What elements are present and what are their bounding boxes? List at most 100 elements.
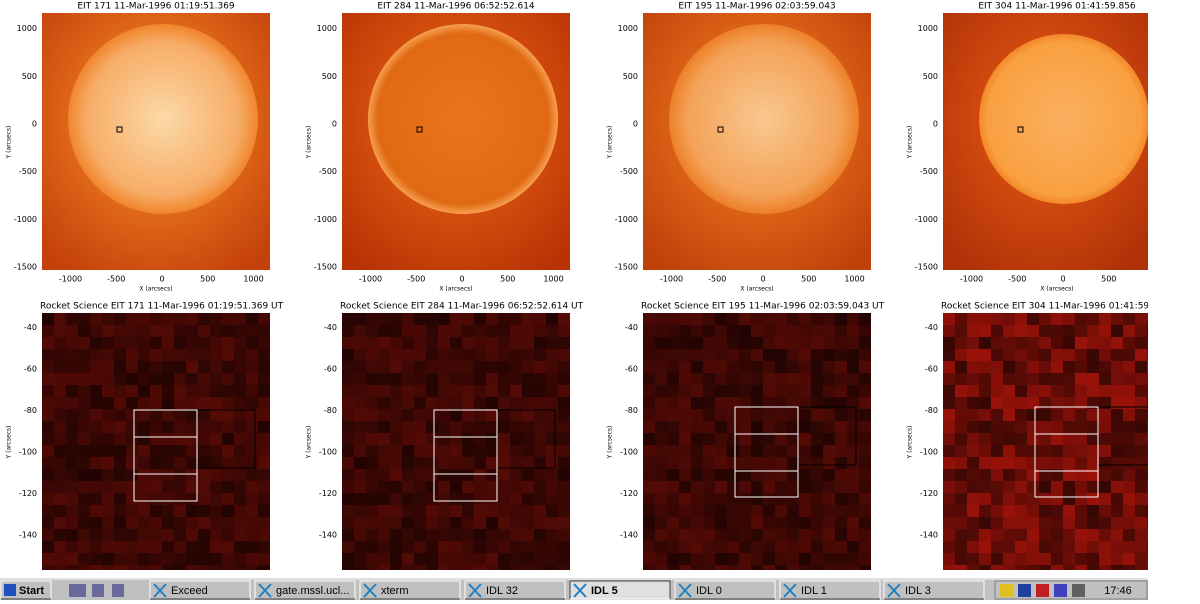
zoom-pixel [126,337,138,349]
zoom-pixel [90,457,102,469]
quick-launch-icon[interactable] [92,584,104,597]
zoom-pixel [210,361,222,373]
zoom-pixel [955,325,967,337]
zoom-pixel [498,529,510,541]
zoom-pixel [775,385,787,397]
zoom-pixel [679,313,691,325]
panel-title: EIT 171 11-Mar-1996 01:19:51.369 [77,2,235,12]
zoom-pixel [378,505,390,517]
zoom-pixel [522,445,534,457]
zoom-pixel [1075,469,1087,481]
task-label[interactable]: xterm [381,585,409,597]
task-label[interactable]: gate.mssl.ucl... [276,585,349,597]
y-tick-label: -60 [324,365,337,374]
zoom-pixel [78,445,90,457]
tray-icon[interactable] [1072,584,1085,597]
zoom-pixel [558,325,570,337]
x-tick-label: 0 [159,275,164,284]
zoom-pixel [438,385,450,397]
zoom-pixel [42,457,54,469]
zoom-pixel [835,361,847,373]
zoom-pixel [258,337,270,349]
zoom-pixel [835,565,847,570]
zoom-pixel [546,481,558,493]
zoom-pixel [811,349,823,361]
zoom-pixel [1051,409,1063,421]
zoom-pixel [811,433,823,445]
zoom-pixel [811,553,823,565]
zoom-pixel [727,421,739,433]
zoom-pixel [1003,445,1015,457]
start-label[interactable]: Start [19,585,44,597]
zoom-pixel [1123,325,1135,337]
zoom-pixel [643,517,655,529]
zoom-pixel [402,409,414,421]
zoom-pixel [991,337,1003,349]
zoom-pixel [534,421,546,433]
zoom-pixel [90,409,102,421]
zoom-pixel [727,517,739,529]
zoom-pixel [667,313,679,325]
tray-icon[interactable] [1000,584,1013,597]
zoom-pixel [246,529,258,541]
zoom-pixel [258,505,270,517]
zoom-pixel [1027,565,1039,570]
zoom-pixel [402,469,414,481]
zoom-pixel [354,385,366,397]
zoom-pixel [1027,457,1039,469]
zoom-pixel [787,373,799,385]
zoom-pixel [1147,541,1148,553]
zoom-pixel [1015,349,1027,361]
zoom-pixel [558,541,570,553]
zoom-pixel [1003,565,1015,570]
zoom-pixel [558,397,570,409]
zoom-pixel [1075,385,1087,397]
clock: 17:46 [1104,585,1132,597]
zoom-pixel [522,397,534,409]
zoom-pixel [1015,505,1027,517]
zoom-pixel [402,541,414,553]
y-tick-label: -60 [24,365,37,374]
zoom-pixel [739,517,751,529]
zoom-pixel [426,565,438,570]
zoom-pixel [498,469,510,481]
zoom-pixel [186,493,198,505]
zoom-pixel [462,361,474,373]
zoom-pixel [138,361,150,373]
zoom-pixel [859,529,871,541]
zoom-pixel [498,493,510,505]
zoom-pixel [114,409,126,421]
task-label[interactable]: IDL 1 [801,585,827,597]
zoom-pixel [438,325,450,337]
zoom-pixel [763,529,775,541]
tray-icon[interactable] [1054,584,1067,597]
task-label[interactable]: IDL 0 [696,585,722,597]
zoom-pixel [198,325,210,337]
zoom-pixel [546,385,558,397]
quick-launch-icon[interactable] [69,584,86,597]
zoom-pixel [354,505,366,517]
zoom-pixel [859,481,871,493]
tray-icon[interactable] [1018,584,1031,597]
panel-title: Rocket Science EIT 304 11-Mar-1996 01:41… [941,302,1185,312]
tray-icon[interactable] [1036,584,1049,597]
zoom-pixel [787,445,799,457]
zoom-pixel [715,505,727,517]
task-label[interactable]: IDL 5 [591,585,618,597]
zoom-pixel [1087,481,1099,493]
quick-launch-icon[interactable] [112,584,124,597]
zoom-pixel [54,565,66,570]
task-label[interactable]: IDL 3 [905,585,931,597]
zoom-pixel [1099,409,1111,421]
zoom-pixel [534,529,546,541]
zoom-pixel [174,433,186,445]
zoom-pixel [1099,385,1111,397]
zoom-pixel [234,409,246,421]
task-label[interactable]: IDL 32 [486,585,518,597]
zoom-pixel [210,529,222,541]
zoom-pixel [1015,313,1027,325]
zoom-pixel [787,457,799,469]
task-label[interactable]: Exceed [171,585,208,597]
zoom-pixel [366,433,378,445]
zoom-pixel [510,481,522,493]
